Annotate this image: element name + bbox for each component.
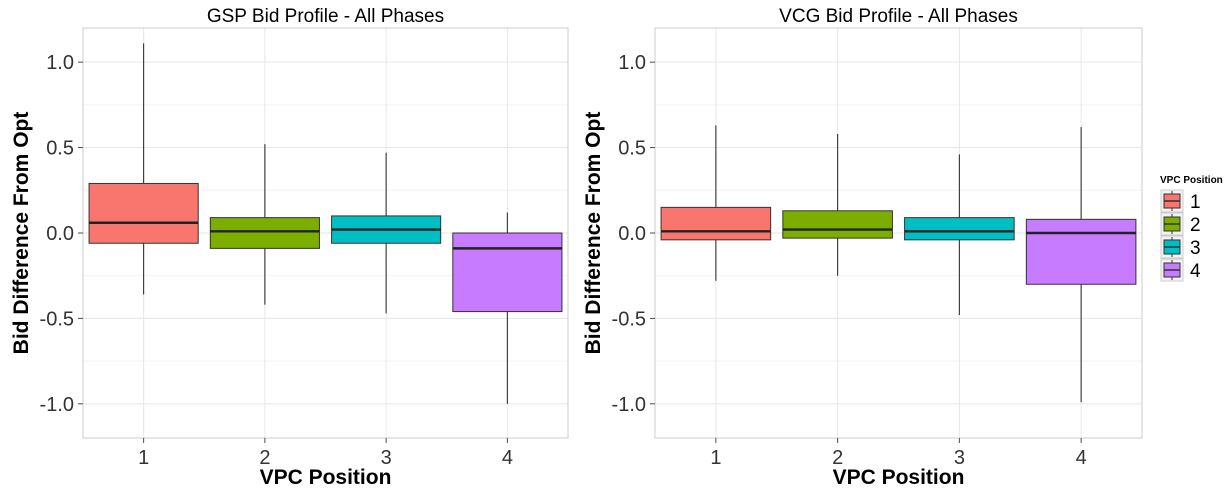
x-tick-label: 3	[954, 447, 965, 469]
x-tick-label: 3	[381, 447, 392, 469]
y-axis-title: Bid Difference From Opt	[10, 112, 33, 355]
y-tick-label: -0.5	[612, 308, 646, 330]
chart-panel-2: -1.0 -0.5 0.0 0.5 1.0 1 2 3 4 VCG Bid Profile - A…	[582, 6, 1143, 488]
x-tick-label: 4	[502, 447, 513, 469]
legend-label-2: 2	[1190, 215, 1201, 236]
x-tick-label: 1	[138, 447, 149, 469]
box-3	[904, 217, 1015, 241]
legend-label-3: 3	[1190, 238, 1201, 259]
y-tick-label: -0.5	[40, 308, 74, 330]
y-tick-label: -1.0	[612, 394, 646, 416]
y-axis-title: Bid Difference From Opt	[582, 112, 605, 355]
x-axis-title: VPC Position	[260, 466, 392, 488]
box-2	[782, 210, 893, 239]
y-tick-label: 0.0	[46, 223, 74, 245]
box-2	[209, 217, 320, 249]
legend-title: VPC Position	[1160, 175, 1223, 186]
box-4	[452, 232, 563, 313]
chart-title: VCG Bid Profile - All Phases	[779, 6, 1018, 27]
x-axis-title: VPC Position	[833, 466, 965, 488]
box-1	[88, 182, 199, 244]
y-tick-label: 0.5	[46, 138, 74, 160]
x-tick-label: 2	[259, 447, 270, 469]
box-4	[1025, 218, 1137, 285]
y-tick-label: -1.0	[40, 394, 74, 416]
y-tick-label: 1.0	[46, 52, 74, 74]
x-tick-label: 2	[832, 447, 843, 469]
legend-label-1: 1	[1190, 192, 1201, 213]
y-tick-label: 1.0	[618, 52, 646, 74]
x-tick-label: 4	[1076, 447, 1087, 469]
chart-title: GSP Bid Profile - All Phases	[207, 6, 444, 27]
chart-panel-1: -1.0 -0.5 0.0 0.5 1.0 1 2 3 4 GSP Bid Profile - A…	[10, 6, 569, 488]
y-tick-label: 0.5	[618, 138, 646, 160]
y-tick-label: 0.0	[618, 223, 646, 245]
legend-label-4: 4	[1190, 261, 1201, 282]
x-tick-label: 1	[710, 447, 721, 469]
box-1	[660, 206, 772, 241]
